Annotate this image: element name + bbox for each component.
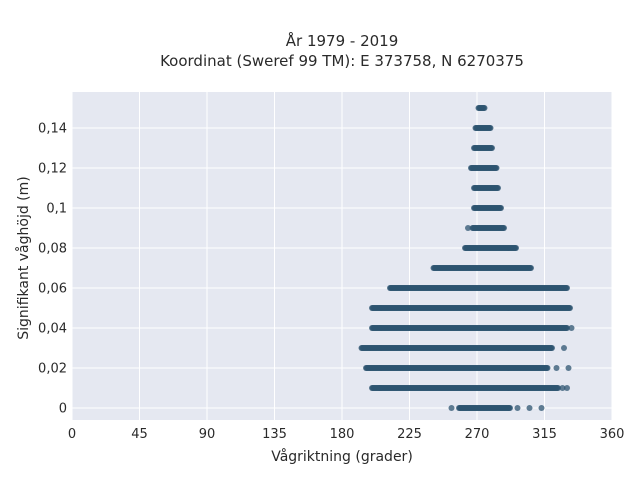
x-tick-label: 90 <box>199 427 216 442</box>
data-point <box>498 205 504 211</box>
data-point <box>564 385 570 391</box>
data-point <box>526 405 533 411</box>
chart-title-line1: År 1979 - 2019 <box>286 31 399 50</box>
point-band <box>369 325 575 331</box>
y-tick-label: 0 <box>59 402 67 417</box>
point-band <box>472 125 494 131</box>
point-band <box>369 385 570 391</box>
data-point <box>549 345 555 351</box>
data-point <box>465 225 471 231</box>
chart-title-line2: Koordinat (Sweref 99 TM): E 373758, N 62… <box>160 52 524 70</box>
data-point <box>493 165 500 171</box>
x-tick-label: 360 <box>600 427 625 442</box>
y-tick-label: 0,1 <box>46 202 67 217</box>
x-tick-label: 225 <box>397 427 422 442</box>
y-tick-label: 0,06 <box>38 282 67 297</box>
point-band <box>387 285 570 291</box>
data-point <box>528 265 534 271</box>
x-tick-label: 315 <box>532 427 557 442</box>
y-tick-label: 0,14 <box>38 122 67 137</box>
point-band <box>462 245 519 251</box>
x-axis-ticks: 0 45 90 135 180 225 270 315 360 <box>68 427 625 442</box>
point-band <box>430 265 534 271</box>
x-tick-label: 0 <box>68 427 76 442</box>
point-band <box>369 305 573 311</box>
point-band <box>471 185 501 191</box>
data-point <box>487 125 494 131</box>
data-point <box>555 385 561 391</box>
point-band <box>471 205 504 211</box>
y-tick-label: 0,12 <box>38 162 67 177</box>
data-point <box>501 225 507 231</box>
data-point <box>376 385 383 391</box>
point-band <box>471 145 495 151</box>
data-point <box>567 305 573 311</box>
data-point <box>538 405 545 411</box>
y-tick-label: 0,02 <box>38 362 67 377</box>
data-point <box>544 365 551 371</box>
data-point <box>495 185 501 191</box>
data-point <box>564 285 570 291</box>
data-point <box>489 145 495 151</box>
data-point <box>565 365 572 371</box>
y-tick-label: 0,08 <box>38 242 67 257</box>
x-tick-label: 45 <box>131 427 148 442</box>
y-axis-ticks: 0 0,02 0,04 0,06 0,08 0,1 0,12 0,14 <box>38 122 67 417</box>
x-axis-title: Vågriktning (grader) <box>271 448 413 465</box>
x-tick-label: 270 <box>465 427 490 442</box>
data-points <box>358 105 575 411</box>
data-point <box>507 405 513 411</box>
data-point <box>568 325 575 331</box>
data-point <box>513 245 519 251</box>
point-band <box>363 365 572 371</box>
data-point <box>559 385 566 391</box>
point-band <box>358 345 567 351</box>
x-tick-label: 180 <box>330 427 355 442</box>
point-band <box>468 165 500 171</box>
data-point <box>514 405 521 411</box>
data-point <box>561 345 567 351</box>
point-band <box>465 225 507 231</box>
y-tick-label: 0,04 <box>38 322 67 337</box>
point-band <box>475 105 488 111</box>
x-tick-label: 135 <box>262 427 287 442</box>
data-point <box>481 105 488 111</box>
data-point <box>553 365 560 371</box>
data-point <box>448 405 455 411</box>
y-axis-title: Signifikant våghöjd (m) <box>15 176 32 339</box>
point-band <box>448 405 545 411</box>
data-point <box>564 325 570 331</box>
